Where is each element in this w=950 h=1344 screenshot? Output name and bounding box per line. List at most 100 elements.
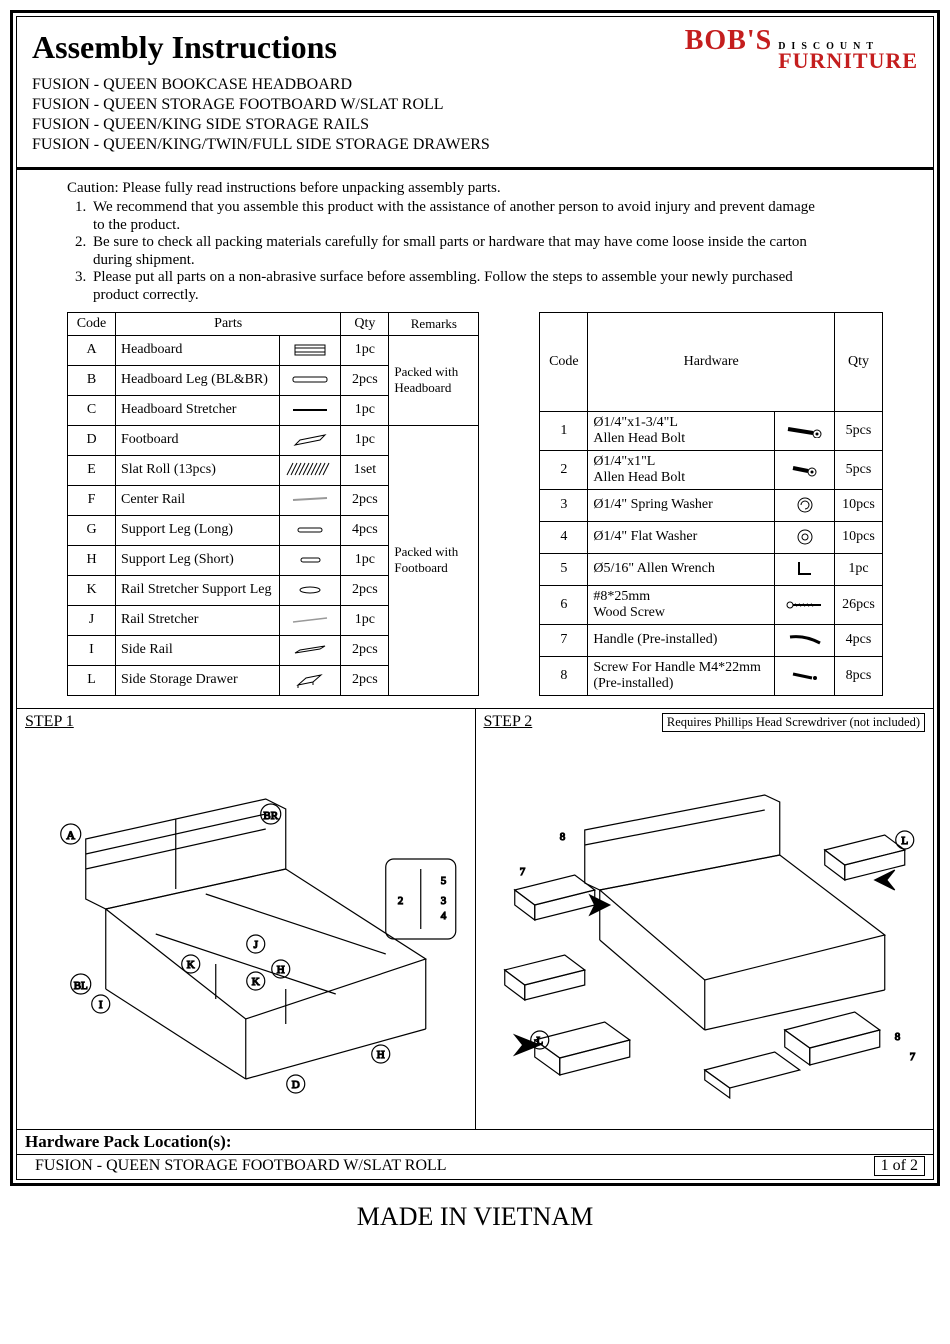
main-title: Assembly Instructions (32, 29, 337, 66)
cell-code: G (68, 515, 116, 545)
product-line: FUSION - QUEEN BOOKCASE HEADBOARD (32, 75, 918, 95)
step2-label: STEP 2 (484, 713, 533, 731)
svg-text:H: H (377, 1049, 385, 1061)
svg-text:D: D (292, 1079, 300, 1091)
hardware-icon (775, 450, 835, 489)
cell-code: J (68, 605, 116, 635)
svg-text:8: 8 (894, 1031, 900, 1043)
item-cont: product correctly. (75, 287, 913, 304)
cell-qty: 4pcs (341, 515, 389, 545)
cell-qty: 2pcs (341, 665, 389, 695)
page-number: 1 of 2 (874, 1156, 925, 1176)
cell-code: H (68, 545, 116, 575)
hardware-table: Code Hardware Qty 1Ø1/4"x1-3/4"LAllen He… (539, 312, 883, 696)
svg-text:H: H (277, 964, 285, 976)
logo-brand: BOB'S (685, 25, 772, 57)
hardware-icon (775, 489, 835, 521)
cell-name: Headboard (116, 335, 280, 365)
cell-code: 8 (540, 656, 588, 695)
item-cont: during shipment. (75, 252, 913, 269)
part-icon (280, 545, 341, 575)
logo-tag2: FURNITURE (778, 51, 918, 71)
hardware-icon (775, 521, 835, 553)
item-num: 1. (75, 199, 93, 216)
step1-diagram: A BR BL I K K J H D H 5 2 3 4 (25, 739, 467, 1099)
cell-qty: 1pc (341, 335, 389, 365)
item-text: We recommend that you assemble this prod… (93, 199, 913, 216)
item-num: 3. (75, 269, 93, 286)
cell-qty: 8pcs (835, 656, 883, 695)
svg-text:5: 5 (441, 875, 447, 887)
th-code: Code (540, 312, 588, 411)
svg-text:A: A (66, 828, 75, 842)
tables-row: Code Parts Qty Remarks AHeadboard1pcPack… (67, 312, 913, 696)
item-text: Please put all parts on a non-abrasive s… (93, 269, 913, 286)
cell-name: Ø5/16" Allen Wrench (588, 553, 775, 585)
step2-note: Requires Phillips Head Screwdriver (not … (662, 713, 925, 732)
step1-label: STEP 1 (25, 713, 74, 731)
cell-name: Footboard (116, 425, 280, 455)
th-parts: Parts (116, 312, 341, 335)
cell-qty: 10pcs (835, 521, 883, 553)
cell-qty: 1pc (341, 395, 389, 425)
cell-code: K (68, 575, 116, 605)
cell-code: B (68, 365, 116, 395)
svg-text:BL: BL (74, 980, 88, 992)
cell-qty: 26pcs (835, 585, 883, 624)
svg-text:7: 7 (909, 1051, 915, 1063)
hw-pack-item: FUSION - QUEEN STORAGE FOOTBOARD W/SLAT … (35, 1157, 447, 1175)
svg-text:7: 7 (519, 866, 525, 878)
cell-code: 3 (540, 489, 588, 521)
cell-qty: 5pcs (835, 411, 883, 450)
cell-name: Handle (Pre-installed) (588, 624, 775, 656)
svg-text:2: 2 (398, 895, 404, 907)
step1-panel: STEP 1 (17, 709, 476, 1129)
cell-name: Screw For Handle M4*22mm(Pre-installed) (588, 656, 775, 695)
cell-code: A (68, 335, 116, 365)
cell-name: Side Rail (116, 635, 280, 665)
part-icon (280, 635, 341, 665)
cell-code: L (68, 665, 116, 695)
cell-name: Slat Roll (13pcs) (116, 455, 280, 485)
cell-code: E (68, 455, 116, 485)
svg-text:K: K (252, 976, 260, 988)
cell-code: 5 (540, 553, 588, 585)
svg-text:8: 8 (559, 831, 565, 843)
cell-name: Rail Stretcher Support Leg (116, 575, 280, 605)
th-hardware: Hardware (588, 312, 835, 411)
cell-qty: 1pc (341, 425, 389, 455)
cell-name: Headboard Leg (BL&BR) (116, 365, 280, 395)
cell-code: 6 (540, 585, 588, 624)
part-icon (280, 575, 341, 605)
part-icon (280, 605, 341, 635)
part-icon (280, 425, 341, 455)
cell-qty: 1pc (835, 553, 883, 585)
part-icon (280, 665, 341, 695)
part-icon (280, 335, 341, 365)
svg-text:L: L (536, 1035, 543, 1047)
svg-text:I: I (99, 999, 103, 1011)
product-list: FUSION - QUEEN BOOKCASE HEADBOARD FUSION… (32, 75, 918, 155)
step2-diagram: L L 7 8 8 7 (484, 740, 926, 1100)
cell-code: 1 (540, 411, 588, 450)
cell-qty: 10pcs (835, 489, 883, 521)
cell-name: Center Rail (116, 485, 280, 515)
caution-list: 1.We recommend that you assemble this pr… (67, 199, 913, 304)
hardware-icon (775, 585, 835, 624)
cell-qty: 2pcs (341, 575, 389, 605)
hardware-icon (775, 411, 835, 450)
cell-name: Support Leg (Long) (116, 515, 280, 545)
cell-remarks: Packed with Headboard (389, 335, 479, 425)
cell-remarks: Packed with Footboard (389, 425, 479, 695)
hardware-icon (775, 656, 835, 695)
cell-qty: 2pcs (341, 365, 389, 395)
cell-name: Ø1/4" Spring Washer (588, 489, 775, 521)
th-code: Code (68, 312, 116, 335)
cell-qty: 1pc (341, 605, 389, 635)
part-icon (280, 455, 341, 485)
hardware-icon (775, 553, 835, 585)
body: Caution: Please fully read instructions … (17, 170, 933, 696)
cell-name: Support Leg (Short) (116, 545, 280, 575)
cell-qty: 2pcs (341, 485, 389, 515)
th-qty: Qty (341, 312, 389, 335)
